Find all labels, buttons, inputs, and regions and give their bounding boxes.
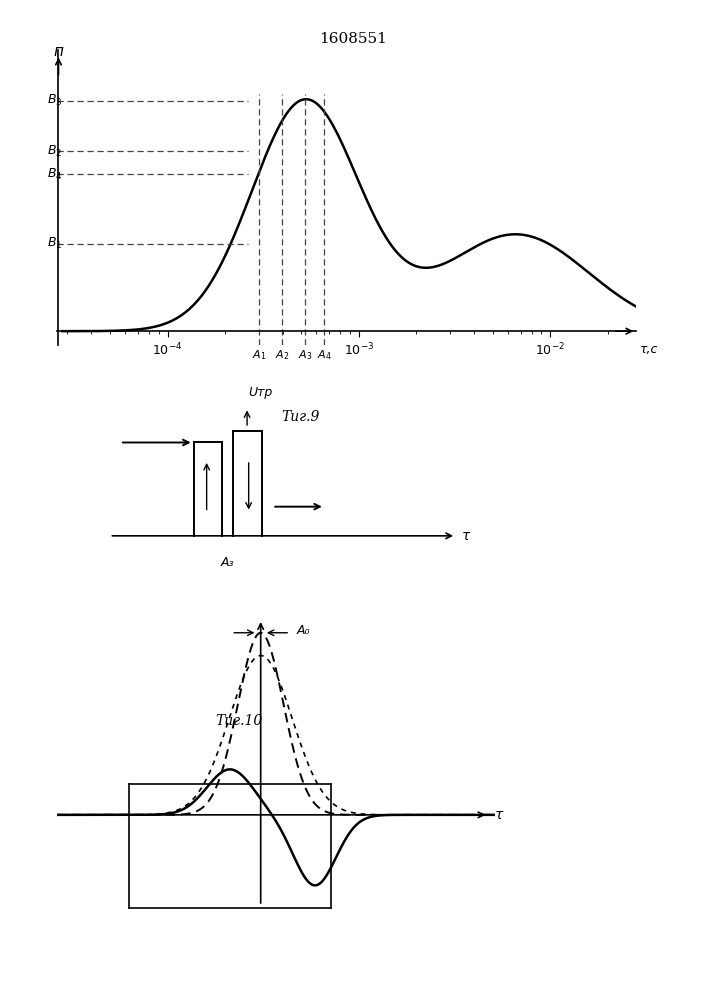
Text: A₀: A₀ (297, 624, 310, 637)
Text: 1608551: 1608551 (320, 32, 387, 46)
Text: $A_4$: $A_4$ (317, 348, 332, 362)
Text: $B_3$: $B_3$ (47, 93, 62, 108)
Text: Τиг.9: Τиг.9 (281, 410, 320, 424)
Text: τ: τ (495, 808, 503, 822)
Text: $B_2$: $B_2$ (47, 144, 62, 159)
Text: $B_1$: $B_1$ (47, 236, 62, 251)
Text: A₃: A₃ (221, 556, 235, 569)
Text: $B_4$: $B_4$ (47, 167, 62, 182)
Text: $A_2$: $A_2$ (275, 348, 289, 362)
Text: $A_1$: $A_1$ (252, 348, 267, 362)
Text: Uтр: Uтр (249, 386, 273, 399)
Text: τ: τ (462, 529, 469, 543)
Text: τ,c: τ,c (640, 343, 658, 356)
Text: $A_3$: $A_3$ (298, 348, 312, 362)
Text: Τиг.10: Τиг.10 (215, 714, 262, 728)
Text: п: п (54, 44, 64, 59)
